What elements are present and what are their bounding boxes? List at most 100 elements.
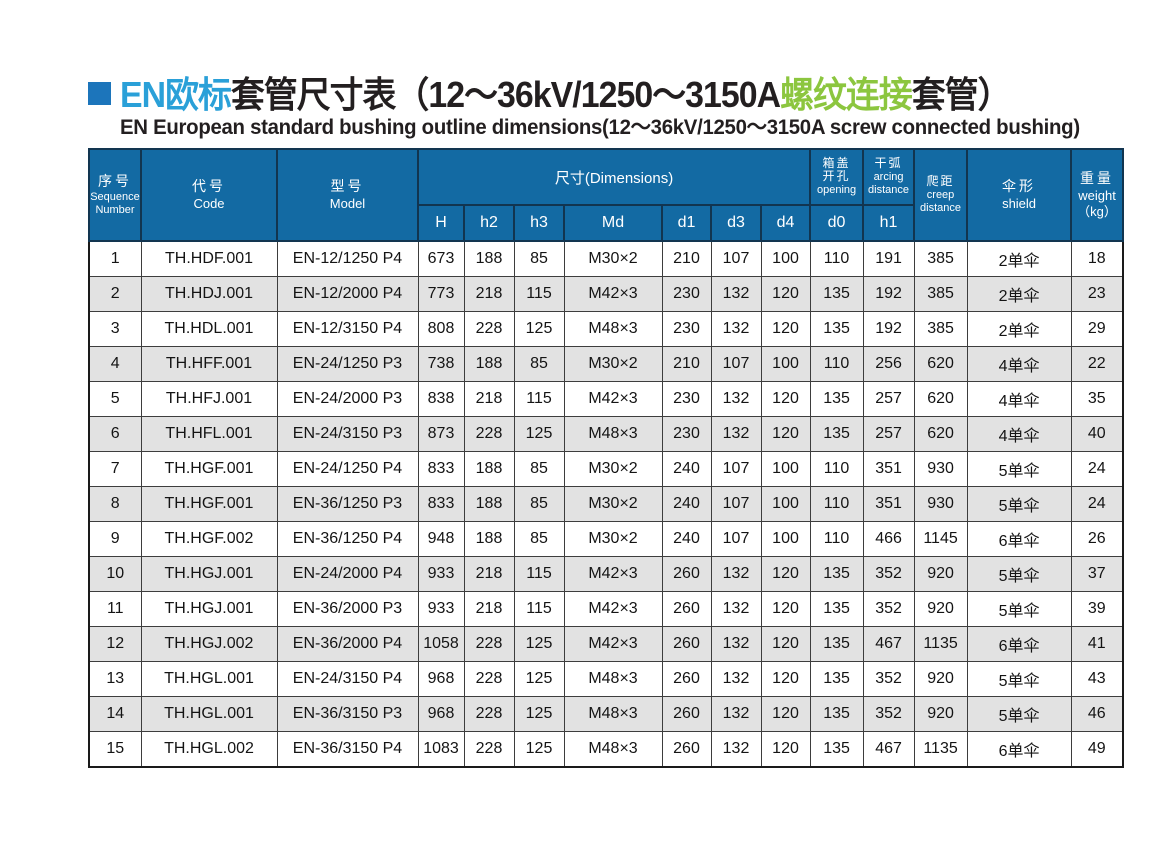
table-cell: 2单伞 xyxy=(966,311,1072,347)
table-cell: 188 xyxy=(463,521,515,557)
table-cell: EN-36/2000 P3 xyxy=(276,591,419,627)
table-cell: 260 xyxy=(661,661,712,697)
table-cell: 100 xyxy=(760,486,811,522)
table-cell: EN-24/3150 P4 xyxy=(276,661,419,697)
table-cell: 5单伞 xyxy=(966,661,1072,697)
table-cell: 933 xyxy=(417,556,465,592)
table-cell: 2 xyxy=(88,276,142,312)
table-cell: M48×3 xyxy=(563,731,663,768)
table-cell: 49 xyxy=(1070,731,1124,768)
table-cell: 808 xyxy=(417,311,465,347)
table-cell: 385 xyxy=(913,240,968,277)
table-row: 12 TH.HGJ.002 EN-36/2000 P4 1058 228 125 M42×3… xyxy=(88,626,1124,662)
table-cell: 240 xyxy=(661,521,712,557)
header-col-h1: h1 xyxy=(862,204,916,242)
table-cell: 100 xyxy=(760,240,811,277)
table-cell: 230 xyxy=(661,311,712,347)
table-cell: 135 xyxy=(809,311,864,347)
table-cell: 135 xyxy=(809,696,864,732)
table-cell: EN-36/3150 P4 xyxy=(276,731,419,768)
table-cell: M30×2 xyxy=(563,451,663,487)
table-cell: 5单伞 xyxy=(966,696,1072,732)
page-title-text: EN欧标套管尺寸表（12～36kV/1250～3150A螺纹连接套管） xyxy=(120,66,1011,118)
bushing-dimensions-table: 序号 Sequence Number 代号 Code 型号 Model 尺寸(D… xyxy=(88,148,1125,768)
table-cell: 120 xyxy=(760,556,811,592)
table-cell: 85 xyxy=(513,451,565,487)
table-cell: 120 xyxy=(760,696,811,732)
table-cell: 352 xyxy=(862,591,915,627)
table-cell: 115 xyxy=(513,276,565,312)
table-cell: 620 xyxy=(913,346,968,382)
table-cell: 466 xyxy=(862,521,915,557)
table-cell: 968 xyxy=(417,696,465,732)
table-cell: 107 xyxy=(710,240,762,277)
table-cell: 37 xyxy=(1070,556,1124,592)
table-cell: M48×3 xyxy=(563,696,663,732)
table-cell: 260 xyxy=(661,626,712,662)
header-dimensions-group: 尺寸(Dimensions) xyxy=(416,148,812,206)
table-cell: 100 xyxy=(760,521,811,557)
table-cell: 4单伞 xyxy=(966,416,1072,452)
table-cell: 7 xyxy=(88,451,142,487)
table-cell: 132 xyxy=(710,276,762,312)
table-cell: 218 xyxy=(463,381,515,417)
table-row: 15 TH.HGL.002 EN-36/3150 P4 1083 228 125 M48×3… xyxy=(88,731,1124,768)
table-cell: M48×3 xyxy=(563,661,663,697)
table-cell: 132 xyxy=(710,696,762,732)
table-cell: 125 xyxy=(513,311,565,347)
table-cell: 18 xyxy=(1070,240,1124,277)
table-cell: 120 xyxy=(760,626,811,662)
table-cell: EN-24/2000 P3 xyxy=(276,381,419,417)
table-cell: 35 xyxy=(1070,381,1124,417)
table-cell: 351 xyxy=(862,451,915,487)
table-cell: 230 xyxy=(661,381,712,417)
table-cell: 100 xyxy=(760,346,811,382)
table-cell: 132 xyxy=(710,591,762,627)
table-cell: 132 xyxy=(710,661,762,697)
table-cell: 1058 xyxy=(417,626,465,662)
table-cell: TH.HGL.001 xyxy=(140,696,278,732)
table-row: 6 TH.HFL.001 EN-24/3150 P3 873 228 125 M48×3 23… xyxy=(88,416,1124,452)
table-cell: 1083 xyxy=(417,731,465,768)
table-cell: 1135 xyxy=(913,626,968,662)
table-cell: EN-24/1250 P4 xyxy=(276,451,419,487)
table-row: 13 TH.HGL.001 EN-24/3150 P4 968 228 125 M48×3 2… xyxy=(88,661,1124,697)
table-cell: 132 xyxy=(710,626,762,662)
table-cell: 240 xyxy=(661,451,712,487)
table-cell: 125 xyxy=(513,626,565,662)
table-cell: 110 xyxy=(809,451,864,487)
table-cell: 8 xyxy=(88,486,142,522)
table-row: 5 TH.HFJ.001 EN-24/2000 P3 838 218 115 M42×3 23… xyxy=(88,381,1124,417)
table-cell: 6 xyxy=(88,416,142,452)
table-cell: 230 xyxy=(661,276,712,312)
header-col-d3: d3 xyxy=(710,204,762,242)
title-bullet-icon xyxy=(88,81,111,105)
table-cell: 467 xyxy=(862,626,915,662)
table-cell: 85 xyxy=(513,240,565,277)
header-col-h3: h3 xyxy=(513,204,565,242)
table-cell: 948 xyxy=(417,521,465,557)
table-cell: M48×3 xyxy=(563,416,663,452)
table-cell: 120 xyxy=(760,731,811,768)
table-cell: 260 xyxy=(661,731,712,768)
table-cell: 218 xyxy=(463,591,515,627)
table-cell: 24 xyxy=(1070,451,1124,487)
table-cell: 9 xyxy=(88,521,142,557)
table-row: 7 TH.HGF.001 EN-24/1250 P4 833 188 85 M30×2 240… xyxy=(88,451,1124,487)
page-title: EN欧标套管尺寸表（12～36kV/1250～3150A螺纹连接套管） xyxy=(88,66,1067,118)
table-cell: 773 xyxy=(417,276,465,312)
table-cell: 120 xyxy=(760,381,811,417)
table-cell: 1 xyxy=(88,240,142,277)
table-cell: 228 xyxy=(463,311,515,347)
table-cell: TH.HFL.001 xyxy=(140,416,278,452)
table-cell: 5单伞 xyxy=(966,451,1072,487)
table-cell: 210 xyxy=(661,346,712,382)
table-cell: 24 xyxy=(1070,486,1124,522)
table-cell: TH.HGJ.001 xyxy=(140,556,278,592)
table-cell: 115 xyxy=(513,591,565,627)
table-cell: 352 xyxy=(862,556,915,592)
table-cell: 43 xyxy=(1070,661,1124,697)
table-cell: 620 xyxy=(913,416,968,452)
table-body: 1 TH.HDF.001 EN-12/1250 P4 673 188 85 M30×2 210… xyxy=(88,240,1124,768)
